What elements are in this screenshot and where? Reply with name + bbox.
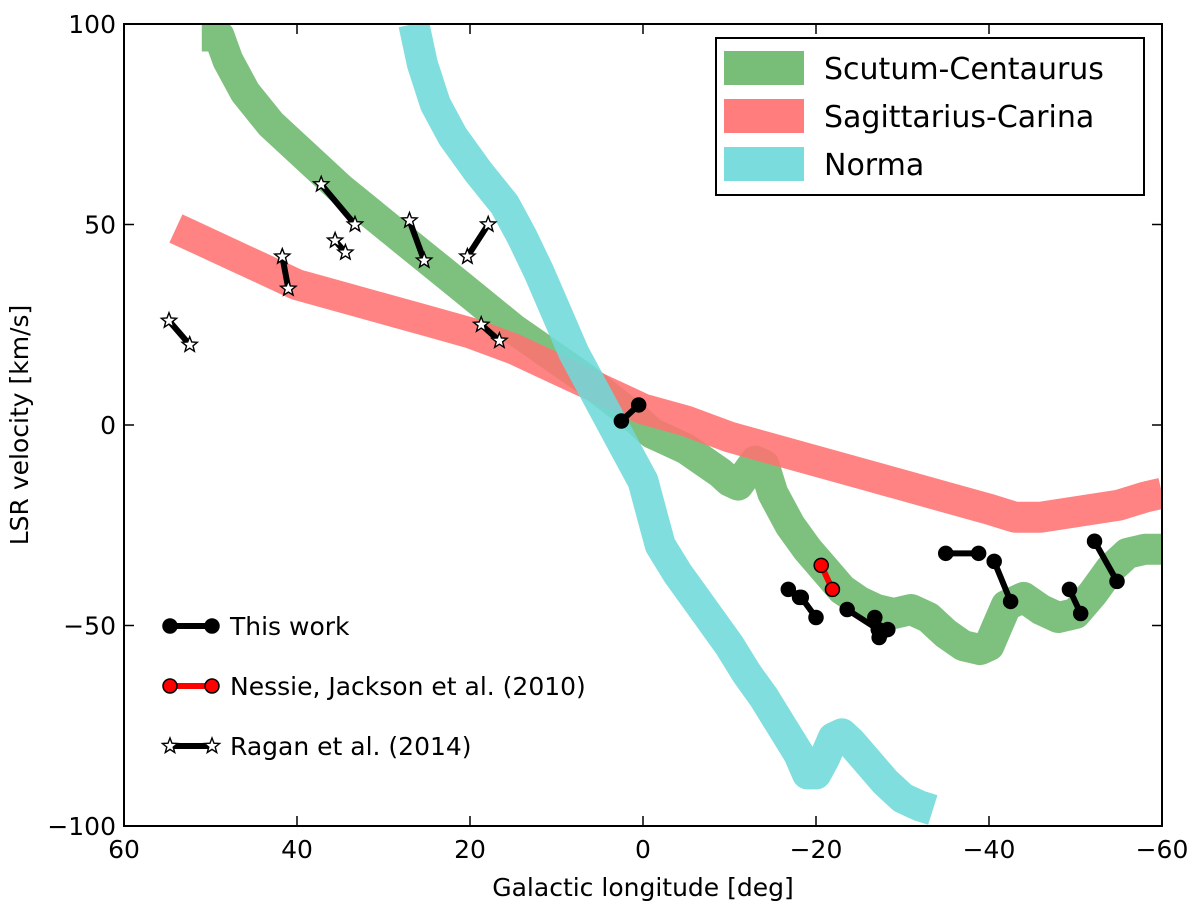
cloud-markers (159, 174, 1125, 646)
ragan-connector (406, 219, 427, 262)
this-work-point (1072, 605, 1089, 622)
y-tick-label: 50 (84, 211, 116, 240)
ragan-point (457, 246, 477, 265)
ragan-connector (318, 182, 358, 227)
this-work-point (1002, 593, 1019, 610)
this-work-point (970, 545, 987, 562)
x-tick-label: −60 (1136, 835, 1189, 864)
source-legend-ragan: Ragan et al. (2014) (160, 732, 472, 761)
ragan-point (311, 174, 331, 193)
y-tick-label: 0 (100, 411, 116, 440)
legend-label-scutum-centaurus: Scutum-Centaurus (824, 52, 1104, 87)
ragan-point (478, 214, 498, 233)
y-tick-label: −50 (63, 612, 116, 641)
this-work-point (1109, 573, 1125, 590)
ragan-pair-2 (311, 174, 365, 233)
legend-swatch-sagittarius-carina (724, 99, 804, 133)
ragan-point (180, 334, 200, 353)
nessie-pair-0 (813, 557, 841, 598)
legend-dot (162, 618, 178, 634)
y-tick-label: 100 (68, 10, 116, 39)
band-sagittarius-carina (169, 214, 1162, 533)
legend-label-sagittarius-carina: Sagittarius-Carina (824, 100, 1094, 135)
ragan-point (159, 310, 179, 329)
arm-legend: Scutum-Centaurus Sagittarius-Carina Norma (715, 37, 1145, 196)
x-tick-label: 0 (635, 835, 651, 864)
ragan-point (325, 230, 345, 249)
ragan-pair-0 (159, 310, 200, 353)
legend-swatch-scutum-centaurus (724, 51, 804, 85)
ragan-point (272, 246, 292, 265)
this-work-point (867, 609, 883, 626)
ragan-point (399, 210, 419, 229)
this-work-pair-9 (1086, 533, 1125, 590)
source-legend-nessie: Nessie, Jackson et al. (2010) (162, 672, 586, 701)
this-work-point (986, 553, 1002, 570)
this-work-point (938, 545, 954, 562)
x-tick-label: 60 (108, 835, 140, 864)
ragan-pair-4 (399, 210, 434, 269)
y-axis-label: LSR velocity [km/s] (5, 305, 34, 546)
ragan-point (335, 242, 355, 261)
band-norma (398, 24, 938, 825)
x-tick-label: 40 (281, 835, 313, 864)
this-work-pair-0 (613, 397, 647, 429)
this-work-pair-7 (986, 553, 1019, 610)
source-legend-label: Nessie, Jackson et al. (2010) (230, 672, 586, 701)
y-tick-label: −100 (47, 812, 116, 841)
legend-dot (162, 678, 178, 694)
source-legend-label: Ragan et al. (2014) (230, 732, 472, 761)
axis-ticks: 60 40 20 0 −20 −40 −60 100 50 0 −50 −100 (47, 10, 1188, 864)
x-tick-label: −40 (963, 835, 1016, 864)
this-work-point (780, 581, 797, 598)
legend-swatch-norma (724, 147, 804, 181)
legend-star (160, 736, 180, 755)
this-work-point (793, 589, 810, 606)
ragan-point (278, 278, 298, 297)
legend-dot (204, 618, 220, 634)
ragan-point (345, 214, 365, 233)
legend-label-norma: Norma (824, 148, 924, 183)
nessie-point (813, 557, 829, 574)
nessie-point (824, 581, 841, 598)
this-work-point (613, 413, 630, 429)
this-work-pair-2 (793, 589, 824, 626)
this-work-point (839, 601, 855, 618)
source-legend-this-work: This work (162, 612, 350, 641)
ragan-point (489, 330, 509, 349)
this-work-point (880, 621, 896, 638)
ragan-point (414, 250, 434, 269)
ragan-pair-3 (325, 230, 355, 261)
this-work-point (630, 397, 647, 413)
this-work-pair-5 (873, 621, 896, 642)
source-legend-label: This work (229, 612, 350, 641)
source-legend: This work Nessie, Jackson et al. (2010) Ra… (160, 612, 586, 761)
ragan-pair-1 (272, 246, 298, 297)
ragan-point (471, 314, 491, 333)
x-tick-label: −20 (790, 835, 843, 864)
this-work-pair-6 (938, 545, 987, 562)
legend-star (202, 736, 222, 755)
ragan-pair-6 (471, 314, 509, 349)
ragan-pair-5 (457, 214, 498, 265)
legend-dot (204, 678, 220, 694)
this-work-point (808, 609, 824, 626)
x-tick-label: 20 (454, 835, 486, 864)
this-work-point (1061, 581, 1078, 598)
this-work-point (1086, 533, 1103, 550)
x-axis-label: Galactic longitude [deg] (492, 873, 794, 902)
this-work-pair-8 (1061, 581, 1089, 622)
